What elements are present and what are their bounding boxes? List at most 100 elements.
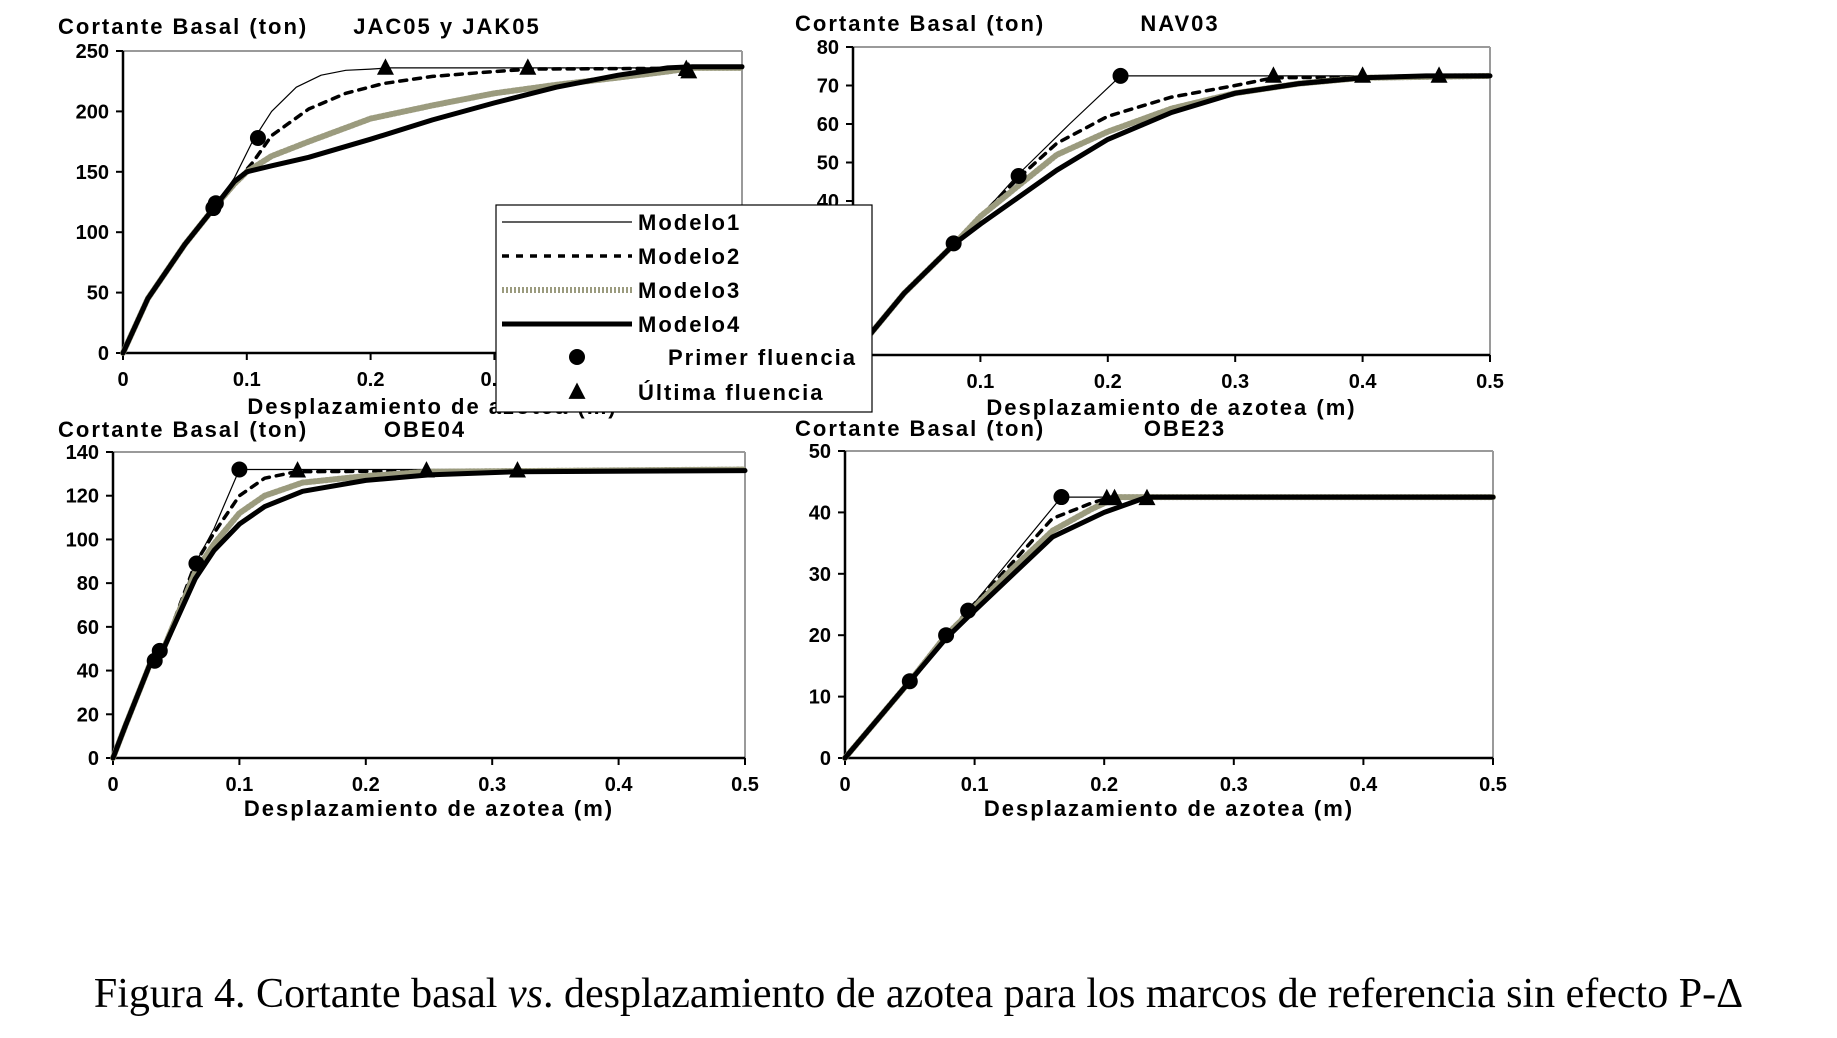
primer-fluencia-point <box>1053 489 1070 506</box>
y-tick-label: 100 <box>66 529 99 551</box>
caption-italic: vs <box>507 971 543 1017</box>
y-tick-label: 40 <box>809 502 831 524</box>
caption-suffix: . desplazamiento de azotea para los marc… <box>542 971 1744 1017</box>
x-tick-label: 0.5 <box>731 774 759 796</box>
x-tick-label: 0.4 <box>1349 774 1378 796</box>
y-tick-label: 40 <box>77 661 99 683</box>
x-tick-label: 0.1 <box>225 774 253 796</box>
y-tick-label: 20 <box>809 625 831 647</box>
series-line-modelo4 <box>842 494 1496 761</box>
y-tick-label: 50 <box>87 283 109 305</box>
x-axis-label: Desplazamiento de azotea (m) <box>244 796 614 821</box>
y-tick-label: 0 <box>820 748 831 770</box>
x-tick-label: 0.5 <box>1479 774 1507 796</box>
series-line-modelo1 <box>844 496 1494 759</box>
x-tick-label: 0.3 <box>1220 774 1248 796</box>
chart-nav03: 0102030405060708000.10.20.30.40.5Cortant… <box>795 11 1504 420</box>
y-tick-label: 200 <box>76 101 109 123</box>
series-line-modelo4 <box>110 468 748 761</box>
x-tick-label: 0.1 <box>233 369 261 391</box>
legend-label: Modelo4 <box>638 312 741 337</box>
primer-fluencia-point <box>960 602 977 619</box>
x-axis-label: Desplazamiento de azotea (m) <box>984 796 1354 821</box>
x-tick-label: 0.3 <box>478 774 506 796</box>
chart-jac05-jak05: 05010015020025000.10.20.30.40.5Cortante … <box>58 14 756 419</box>
primer-fluencia-point <box>1112 67 1129 84</box>
ultima-fluencia-point <box>1430 66 1448 83</box>
legend-label: Modelo1 <box>638 210 741 235</box>
series-line-modelo2 <box>843 495 1495 760</box>
y-tick-label: 10 <box>809 687 831 709</box>
x-tick-label: 0 <box>117 369 128 391</box>
caption-prefix: Figura 4. Cortante basal <box>93 971 508 1017</box>
figure-caption: Figura 4. Cortante basal vs. desplazamie… <box>0 970 1837 1018</box>
y-axis-label: Cortante Basal (ton) <box>58 14 308 39</box>
x-axis-label: Desplazamiento de azotea (m) <box>986 395 1356 420</box>
x-tick-label: 0.4 <box>605 774 634 796</box>
y-tick-label: 250 <box>76 41 109 63</box>
ultima-fluencia-point <box>680 62 698 79</box>
chart-title: OBE04 <box>384 417 466 442</box>
y-tick-label: 60 <box>817 114 839 136</box>
legend-swatch-primer-fluencia <box>569 349 585 365</box>
primer-fluencia-point <box>188 555 205 572</box>
y-tick-label: 0 <box>98 343 109 365</box>
y-tick-label: 140 <box>66 442 99 464</box>
series-line-modelo1 <box>865 75 1491 341</box>
legend-swatch-ultima-fluencia <box>568 382 586 399</box>
y-tick-label: 20 <box>77 704 99 726</box>
series-line-modelo2 <box>863 74 1492 342</box>
legend-label: Modelo2 <box>638 244 741 269</box>
primer-fluencia-point <box>938 627 955 644</box>
chart-title: OBE23 <box>1144 416 1226 441</box>
y-tick-label: 120 <box>66 486 99 508</box>
series-line-modelo3 <box>862 72 1493 343</box>
ultima-fluencia-point <box>1264 66 1282 83</box>
x-tick-label: 0.5 <box>1476 371 1504 393</box>
ultima-fluencia-point <box>417 461 435 478</box>
series-line-modelo3 <box>110 466 748 761</box>
y-tick-label: 70 <box>817 76 839 98</box>
series-line-modelo3 <box>842 494 1496 761</box>
series-line-modelo1 <box>112 468 746 759</box>
ultima-fluencia-point <box>1138 488 1156 506</box>
x-tick-label: 0.2 <box>357 369 385 391</box>
series-line-modelo4 <box>120 64 745 356</box>
x-tick-label: 0.2 <box>1090 774 1118 796</box>
chart-obe04: 0 20 40 60 80 100 120 140 0 0.1 0.2 0.3 0.4 0.5 Cortan… <box>58 417 759 821</box>
y-axis-label: Cortante Basal (ton) <box>58 417 308 442</box>
y-axis-label: Cortante Basal (ton) <box>795 416 1045 441</box>
y-tick-label: 80 <box>817 37 839 59</box>
y-tick-label: 50 <box>817 153 839 175</box>
primer-fluencia-point <box>249 129 266 146</box>
x-tick-label: 0.2 <box>352 774 380 796</box>
primer-fluencia-point <box>151 642 168 659</box>
chart-title: JAC05 y JAK05 <box>353 14 540 39</box>
ultima-fluencia-point <box>519 58 537 75</box>
x-tick-label: 0.3 <box>1221 371 1249 393</box>
primer-fluencia-point <box>231 461 248 478</box>
legend: Modelo1 Modelo2 Modelo3 Modelo4 Primer fluen… <box>495 204 873 413</box>
primer-fluencia-point <box>207 195 224 212</box>
primer-fluencia-point <box>945 235 962 252</box>
y-tick-label: 60 <box>77 617 99 639</box>
y-tick-label: 100 <box>76 222 109 244</box>
x-tick-label: 0.2 <box>1094 371 1122 393</box>
ultima-fluencia-point <box>1106 488 1124 506</box>
chart-title: NAV03 <box>1140 11 1219 36</box>
legend-box <box>495 204 873 413</box>
series-line-modelo4 <box>863 73 1493 343</box>
series-line-modelo2 <box>111 467 747 760</box>
ultima-fluencia-point <box>376 58 394 75</box>
x-tick-label: 0 <box>839 774 850 796</box>
primer-fluencia-point <box>901 673 918 690</box>
x-tick-label: 0.1 <box>966 371 994 393</box>
x-tick-label: 0 <box>107 774 118 796</box>
y-tick-label: 50 <box>809 441 831 463</box>
x-tick-label: 0.1 <box>961 774 989 796</box>
x-tick-label: 0.4 <box>1349 371 1378 393</box>
primer-fluencia-point <box>1010 167 1027 184</box>
ultima-fluencia-point <box>289 461 307 478</box>
legend-label: Última fluencia <box>638 380 824 405</box>
